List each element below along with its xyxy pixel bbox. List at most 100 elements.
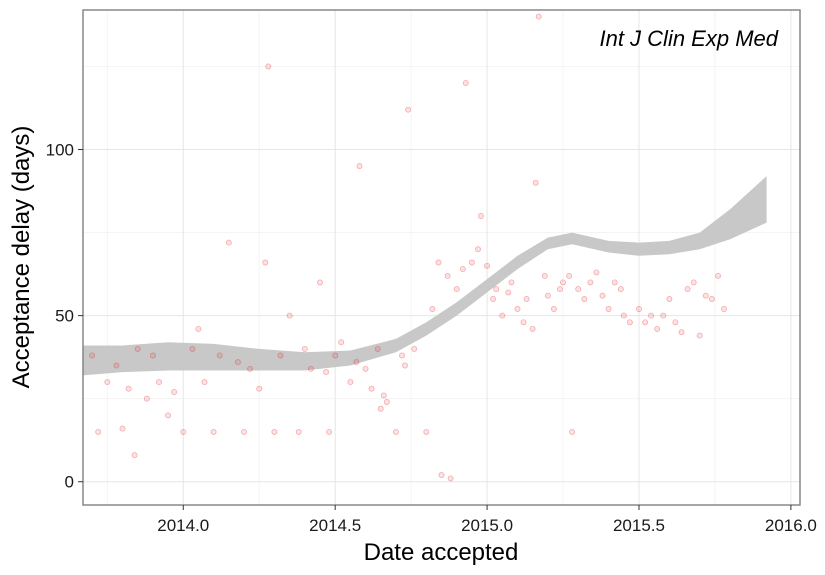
plot-border xyxy=(82,9,801,506)
data-point xyxy=(508,279,515,286)
data-point xyxy=(557,286,563,293)
data-point xyxy=(672,319,679,326)
data-point xyxy=(149,352,156,359)
data-point xyxy=(143,395,150,402)
data-point xyxy=(402,362,408,369)
smooth-confidence-band xyxy=(83,176,767,376)
data-point xyxy=(666,296,673,302)
y-tick-label: 100 xyxy=(46,141,74,160)
data-point xyxy=(262,259,269,266)
data-point xyxy=(171,389,178,395)
data-point xyxy=(514,306,521,312)
data-point xyxy=(392,428,399,435)
data-point xyxy=(529,325,536,332)
data-point xyxy=(156,379,162,386)
data-point xyxy=(636,306,642,312)
data-point xyxy=(684,286,691,293)
data-point xyxy=(478,213,484,219)
data-point xyxy=(690,279,697,286)
data-point xyxy=(715,272,721,279)
data-point xyxy=(493,286,500,293)
data-point xyxy=(599,292,606,299)
data-point xyxy=(453,286,460,293)
data-point xyxy=(541,272,548,279)
data-point xyxy=(210,428,217,435)
data-point xyxy=(696,332,703,339)
data-point xyxy=(550,306,557,312)
data-point xyxy=(256,385,263,392)
data-point xyxy=(429,306,436,312)
x-tick-label: 2015.0 xyxy=(461,516,513,535)
data-point xyxy=(225,239,232,246)
data-point xyxy=(575,286,582,293)
data-point xyxy=(569,428,576,435)
data-point xyxy=(347,379,354,386)
y-axis-title: Acceptance delay (days) xyxy=(8,126,35,389)
x-tick-label: 2014.0 xyxy=(157,516,209,535)
data-point xyxy=(405,106,412,113)
data-point xyxy=(323,369,330,376)
data-point xyxy=(180,428,187,435)
x-tick-label: 2016.0 xyxy=(765,516,817,535)
data-point xyxy=(241,428,247,435)
data-point xyxy=(660,312,667,319)
data-point xyxy=(642,319,649,326)
data-point xyxy=(286,312,293,319)
plot-panel xyxy=(83,10,800,505)
data-point xyxy=(566,272,573,279)
data-point xyxy=(499,312,506,319)
data-point xyxy=(271,428,278,435)
data-point xyxy=(113,362,120,369)
data-point xyxy=(399,352,405,359)
x-axis-title: Date accepted xyxy=(364,539,519,566)
data-point xyxy=(134,345,141,352)
data-point xyxy=(374,345,381,352)
data-point xyxy=(462,80,469,87)
data-point xyxy=(368,385,375,392)
x-axis: 2014.0 2014.5 2015.0 2015.5 2016.0 xyxy=(157,505,817,535)
data-point xyxy=(532,179,539,186)
data-point xyxy=(165,412,172,419)
data-point xyxy=(678,329,685,336)
data-point xyxy=(626,319,633,326)
data-point xyxy=(234,359,241,366)
points-layer xyxy=(89,13,727,482)
data-point xyxy=(89,352,96,359)
data-point xyxy=(468,259,475,266)
data-point xyxy=(423,428,430,435)
data-point xyxy=(605,306,612,312)
data-point xyxy=(201,379,208,386)
y-tick-label: 0 xyxy=(65,473,74,492)
data-point xyxy=(708,296,715,302)
data-point xyxy=(301,345,308,352)
smooth-band-layer xyxy=(83,176,767,376)
data-point xyxy=(131,452,138,459)
data-point xyxy=(353,359,360,366)
data-point xyxy=(505,289,512,296)
y-tick-label: 50 xyxy=(55,307,74,326)
data-point xyxy=(438,472,445,479)
data-point xyxy=(247,365,254,372)
data-point xyxy=(435,259,442,266)
data-point xyxy=(332,352,339,359)
data-point xyxy=(95,428,102,435)
data-point xyxy=(620,312,627,319)
data-point xyxy=(593,269,600,276)
data-point xyxy=(380,392,387,399)
data-point xyxy=(459,266,466,273)
data-point xyxy=(362,365,369,372)
data-point xyxy=(216,352,223,359)
data-point xyxy=(611,279,618,286)
data-point xyxy=(295,428,302,435)
data-point xyxy=(383,399,390,405)
data-point xyxy=(721,306,727,312)
data-point xyxy=(617,286,624,293)
data-point xyxy=(377,405,384,412)
data-point xyxy=(702,292,709,299)
data-point xyxy=(447,475,454,482)
data-point xyxy=(104,379,111,386)
data-point xyxy=(411,345,418,352)
data-point xyxy=(189,345,196,352)
data-point xyxy=(265,63,272,70)
